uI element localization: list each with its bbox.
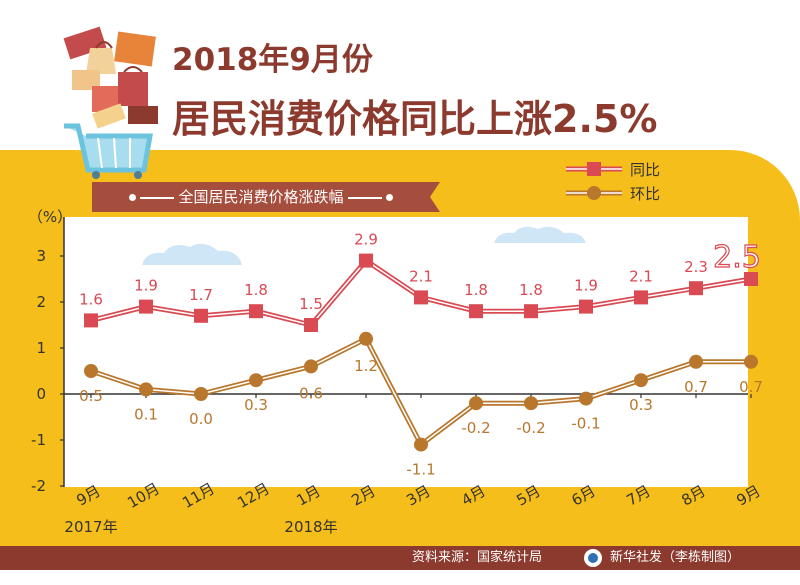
legend-mom-marker	[587, 186, 601, 200]
mom-point	[469, 396, 483, 411]
yoy-point	[579, 299, 593, 314]
x-tick-label: 10月	[124, 479, 163, 512]
yoy-point	[689, 281, 703, 296]
mom-point	[744, 354, 758, 369]
banner-dot-left-icon	[129, 194, 137, 201]
y-tick-label: 1	[36, 339, 46, 357]
data-label: -0.1	[571, 415, 600, 433]
x-tick-label: 8月	[678, 482, 708, 510]
footer-source: 资料来源：国家统计局	[412, 550, 543, 565]
x-tick-label: 12月	[234, 479, 273, 512]
yoy-point	[84, 313, 98, 328]
chart-banner: 全国居民消费价格涨跌幅	[92, 182, 430, 212]
x-tick-label: 11月	[179, 479, 218, 512]
yoy-point	[194, 308, 208, 323]
data-label: -0.2	[461, 419, 490, 437]
data-label: 0.3	[629, 396, 653, 414]
banner-line-right	[347, 196, 382, 199]
chart-legend: 同比 环比	[566, 161, 660, 203]
mom-point	[579, 391, 593, 406]
x-tick-label: 4月	[458, 482, 488, 510]
x-tick-label: 7月	[623, 482, 653, 510]
data-label: 0.0	[189, 410, 213, 428]
yoy-point	[524, 304, 538, 319]
x-tick-label: 9月	[733, 482, 763, 510]
mom-point	[304, 359, 318, 374]
yoy-point	[139, 299, 153, 314]
shopping-cart-illustration-icon	[63, 26, 158, 179]
y-tick-label: 3	[36, 247, 46, 265]
legend-yoy-label: 同比	[630, 161, 660, 179]
banner-dot-right-icon	[385, 194, 393, 201]
data-label: 1.9	[134, 277, 158, 295]
data-label: 2.3	[684, 258, 708, 276]
data-label: -0.2	[516, 419, 545, 437]
data-label: 2.1	[629, 267, 653, 285]
mom-point	[524, 396, 538, 411]
legend-yoy-marker	[587, 162, 601, 176]
yoy-point	[744, 272, 758, 286]
cloud-decorations	[142, 226, 586, 265]
data-label: 1.9	[574, 277, 598, 295]
data-label: 2.9	[354, 231, 378, 249]
cloud-icon	[142, 243, 242, 265]
mom-point	[194, 387, 208, 401]
mom-point	[84, 364, 98, 378]
banner-line-left	[140, 196, 175, 199]
x-year-label: 2018年	[284, 518, 337, 536]
yoy-point	[414, 290, 428, 305]
data-label: 0.3	[244, 396, 268, 414]
data-label: 0.7	[684, 378, 708, 396]
yoy-point	[304, 318, 318, 332]
mom-point	[689, 354, 703, 369]
data-label: 2.1	[409, 267, 433, 285]
mom-point	[249, 373, 263, 388]
banner-title: 全国居民消费价格涨跌幅	[178, 188, 344, 206]
page-title-line1: 2018年9月份	[172, 42, 373, 78]
x-tick-label: 2月	[348, 482, 378, 510]
data-label: 1.8	[244, 281, 268, 299]
data-label: 1.6	[79, 290, 103, 308]
data-label: 1.8	[519, 281, 543, 299]
yoy-point	[249, 304, 263, 319]
banner-tail	[430, 182, 440, 212]
x-year-label: 2017年	[64, 518, 117, 536]
legend-mom-label: 环比	[630, 185, 660, 203]
data-label: 1.2	[354, 357, 378, 375]
xinhua-globe-icon	[584, 549, 602, 567]
yoy-point	[359, 253, 373, 268]
page-title-line2: 居民消费价格同比上涨2.5%	[172, 97, 658, 141]
mom-point	[634, 373, 648, 388]
series-line-mom	[90, 336, 751, 448]
y-tick-label: -2	[31, 477, 46, 495]
footer-credit: 新华社发（李栋制图）	[610, 550, 741, 565]
x-tick-label: 9月	[73, 482, 103, 510]
x-tick-label: 6月	[568, 482, 598, 510]
mom-point	[414, 437, 428, 452]
cloud-icon	[494, 226, 586, 243]
data-label: 0.6	[299, 384, 323, 402]
data-label: 0.7	[739, 378, 763, 396]
data-label: 1.8	[464, 281, 488, 299]
mom-point	[139, 382, 153, 397]
y-tick-label: 0	[36, 385, 46, 403]
data-label: 1.7	[189, 286, 213, 304]
data-label: 2.5	[713, 240, 761, 275]
yoy-point	[469, 304, 483, 319]
footer-bar: 资料来源：国家统计局 新华社发（李栋制图）	[0, 546, 800, 570]
y-tick-label: -1	[31, 431, 46, 449]
yoy-point	[634, 290, 648, 305]
data-label: 0.5	[79, 387, 103, 405]
data-label: 1.5	[299, 295, 323, 313]
x-tick-label: 5月	[513, 482, 543, 510]
data-label: -1.1	[406, 461, 435, 479]
mom-point	[359, 331, 373, 346]
x-tick-label: 1月	[293, 482, 323, 510]
data-label: 0.1	[134, 405, 158, 423]
x-tick-label: 3月	[403, 482, 433, 510]
y-tick-label: 2	[36, 293, 46, 311]
y-axis-unit: （%）	[28, 208, 72, 226]
